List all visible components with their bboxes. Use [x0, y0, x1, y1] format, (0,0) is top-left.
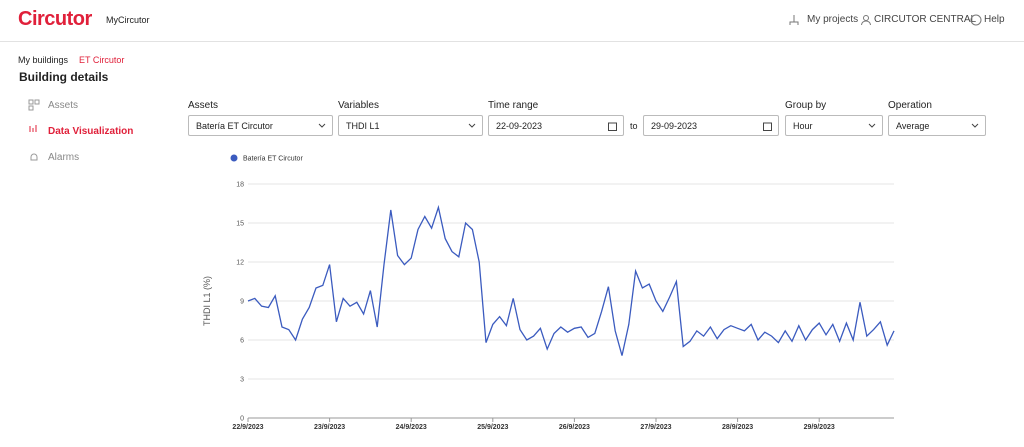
date-value: 29-09-2023 [651, 121, 698, 131]
range-separator: to [630, 121, 638, 131]
filter-label: Assets [188, 100, 219, 111]
help-menu[interactable]: Help [984, 14, 1005, 25]
y-tick-label: 6 [240, 338, 244, 345]
x-tick-label: 22/9/2023 [232, 424, 263, 431]
breadcrumb-current: ET Circutor [79, 55, 125, 65]
y-tick-label: 15 [236, 221, 244, 228]
date-to[interactable]: 29-09-2023 [643, 115, 779, 136]
user-icon [861, 15, 871, 26]
y-axis-label: THDI L1 (%) [202, 276, 212, 326]
assets-select[interactable]: Batería ET Circutor [188, 115, 333, 136]
nav-item[interactable]: Alarms [48, 152, 80, 163]
x-tick-label: 28/9/2023 [722, 424, 753, 431]
y-tick-label: 0 [240, 416, 244, 423]
filter-label: Variables [338, 100, 379, 111]
header [0, 0, 1024, 42]
filter-label: Time range [488, 100, 539, 111]
date-value: 22-09-2023 [496, 121, 543, 131]
legend-label: Batería ET Circutor [243, 156, 303, 163]
group-select[interactable]: Hour [785, 115, 883, 136]
y-tick-label: 12 [236, 260, 244, 267]
filter-label: Operation [888, 100, 932, 111]
x-tick-label: 27/9/2023 [640, 424, 671, 431]
x-tick-label: 26/9/2023 [559, 424, 590, 431]
filter-label: Group by [785, 100, 827, 111]
nav-item[interactable]: Assets [48, 100, 79, 111]
x-tick-label: 25/9/2023 [477, 424, 508, 431]
date-from[interactable]: 22-09-2023 [488, 115, 624, 136]
x-tick-label: 23/9/2023 [314, 424, 345, 431]
nav-item-active[interactable]: Data Visualization [48, 126, 134, 137]
account-menu[interactable]: CIRCUTOR CENTRAL [874, 14, 977, 25]
select-value: THDI L1 [346, 121, 380, 131]
page-title: Building details [19, 70, 109, 84]
y-tick-label: 18 [236, 182, 244, 189]
legend-swatch [230, 154, 238, 162]
y-tick-label: 3 [240, 377, 244, 384]
operation-select[interactable]: Average [888, 115, 986, 136]
select-value: Average [896, 121, 930, 131]
help-icon [970, 14, 982, 26]
select-value: Hour [793, 121, 813, 131]
variables-select[interactable]: THDI L1 [338, 115, 483, 136]
projects-icon [789, 15, 799, 25]
breadcrumb-link[interactable]: My buildings [18, 55, 69, 65]
line-series [247, 204, 895, 356]
x-tick-label: 24/9/2023 [396, 424, 427, 431]
select-value: Batería ET Circutor [196, 121, 273, 131]
projects-link[interactable]: My projects [807, 14, 859, 25]
x-tick-label: 29/9/2023 [804, 424, 835, 431]
logo[interactable]: Circutor [18, 8, 92, 30]
app-name: MyCircutor [106, 15, 150, 25]
nav-icons [28, 99, 40, 161]
y-tick-label: 9 [240, 299, 244, 306]
